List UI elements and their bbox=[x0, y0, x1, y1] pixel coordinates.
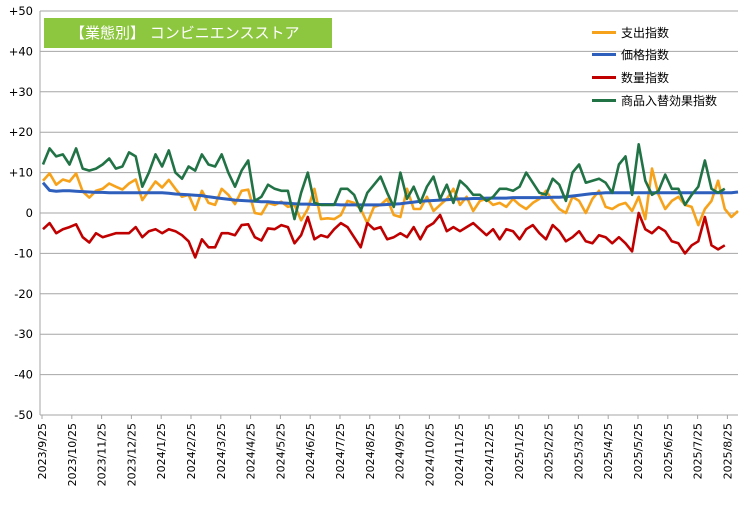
x-tick-label: 2023/9/25 bbox=[36, 423, 49, 479]
x-tick-label: 2024/2/25 bbox=[185, 423, 198, 479]
x-tick-label: 2024/3/25 bbox=[215, 423, 228, 479]
x-tick-label: 2025/3/25 bbox=[572, 423, 585, 479]
y-tick-label: -50 bbox=[14, 408, 33, 422]
x-axis-tick-labels: 2023/9/25 2023/10/25 2023/11/25 2023/12/25 2… bbox=[36, 415, 734, 486]
legend-item-price: 価格指数 bbox=[592, 44, 717, 67]
chart-title-box: 【業態別】 コンビニエンスストア bbox=[44, 18, 332, 48]
series-line-replacement bbox=[41, 143, 726, 221]
x-tick-label: 2024/1/25 bbox=[155, 423, 168, 479]
legend-item-replacement: 商品入替効果指数 bbox=[592, 89, 717, 112]
x-tick-label: 2025/6/25 bbox=[662, 423, 675, 479]
x-tick-label: 2024/6/25 bbox=[304, 423, 317, 479]
legend-swatch-quantity bbox=[592, 75, 616, 79]
x-tick-label: 2024/10/25 bbox=[423, 423, 436, 486]
legend-label-replacement: 商品入替効果指数 bbox=[621, 93, 718, 108]
y-tick-label: -20 bbox=[14, 287, 33, 301]
x-tick-label: 2023/12/25 bbox=[125, 423, 138, 486]
x-tick-label: 2023/11/25 bbox=[96, 423, 109, 486]
y-tick-label: -30 bbox=[14, 327, 33, 341]
legend-item-spending: 支出指数 bbox=[592, 21, 717, 44]
legend-item-quantity: 数量指数 bbox=[592, 66, 717, 89]
y-tick-label: -10 bbox=[14, 246, 33, 260]
x-tick-label: 2025/7/25 bbox=[692, 423, 705, 479]
chart-title: 【業態別】 コンビニエンスストア bbox=[70, 24, 300, 42]
legend-label-price: 価格指数 bbox=[621, 48, 670, 63]
x-tick-label: 2025/4/25 bbox=[602, 423, 615, 479]
grid-lines bbox=[39, 10, 738, 416]
y-tick-label: +50 bbox=[9, 4, 33, 18]
series-line-quantity bbox=[42, 211, 726, 259]
legend-swatch-price bbox=[592, 53, 616, 57]
x-tick-label: 2024/4/25 bbox=[245, 423, 258, 479]
y-tick-label: 0 bbox=[26, 206, 33, 220]
x-tick-label: 2023/10/25 bbox=[66, 423, 79, 486]
series-line-spending bbox=[42, 167, 739, 227]
legend-label-quantity: 数量指数 bbox=[621, 70, 670, 85]
x-tick-label: 2024/11/25 bbox=[453, 423, 466, 486]
x-tick-label: 2025/2/25 bbox=[543, 423, 556, 479]
x-tick-label: 2024/7/25 bbox=[334, 423, 347, 479]
x-tick-label: 2024/9/25 bbox=[394, 423, 407, 479]
x-tick-label: 2025/8/25 bbox=[721, 423, 734, 479]
y-tick-label: +20 bbox=[9, 125, 33, 139]
series-line-price bbox=[41, 181, 739, 207]
y-tick-label: +10 bbox=[9, 166, 33, 180]
legend: 支出指数 価格指数 数量指数 商品入替効果指数 bbox=[592, 21, 717, 111]
legend-label-spending: 支出指数 bbox=[621, 25, 670, 40]
y-tick-label: -40 bbox=[14, 368, 33, 382]
series-lines bbox=[41, 143, 739, 259]
x-tick-label: 2025/1/25 bbox=[513, 423, 526, 479]
legend-swatch-replacement bbox=[592, 98, 616, 102]
x-tick-label: 2024/8/25 bbox=[364, 423, 377, 479]
x-tick-label: 2024/12/25 bbox=[483, 423, 496, 486]
legend-swatch-spending bbox=[592, 30, 616, 34]
y-tick-label: +40 bbox=[9, 44, 33, 58]
x-tick-label: 2024/5/25 bbox=[274, 423, 287, 479]
y-tick-label: +30 bbox=[9, 85, 33, 99]
y-axis-tick-labels: +50 +40 +30 +20 +10 0 -10 -20 -30 -40 -50 bbox=[9, 4, 33, 422]
x-tick-label: 2025/5/25 bbox=[632, 423, 645, 479]
